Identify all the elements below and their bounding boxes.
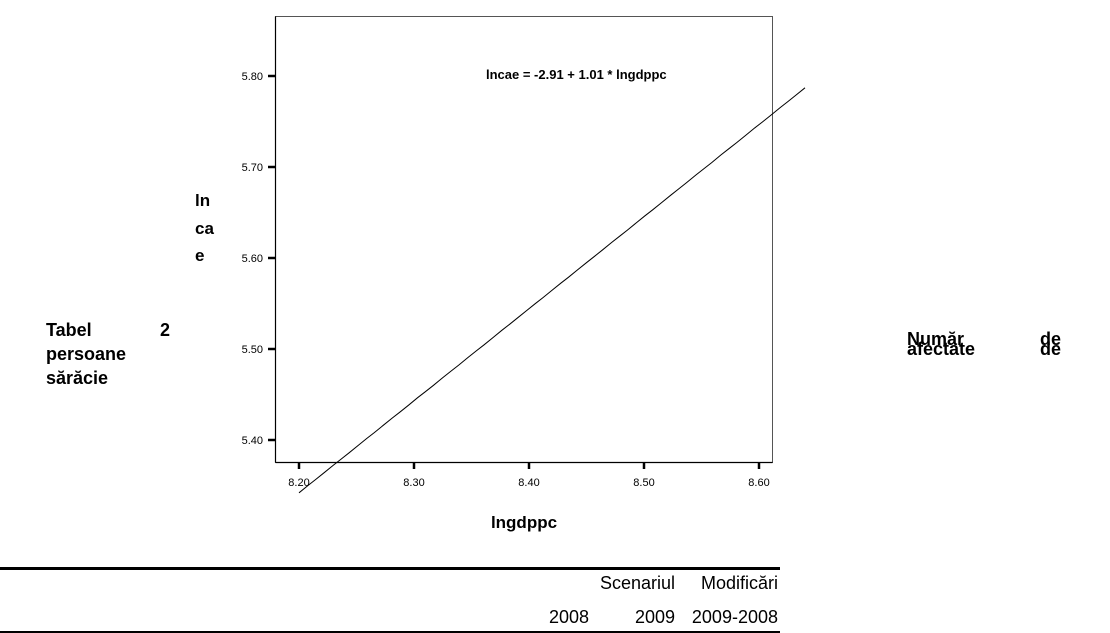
y-tick-label: 5.40	[242, 435, 263, 447]
table-header-scenariul: Scenariul	[599, 573, 675, 593]
x-tick-label: 8.30	[403, 477, 424, 489]
x-tick-label: 8.20	[288, 477, 309, 489]
plot-frame	[275, 16, 773, 463]
table-header-modificari-range: 2009-2008	[691, 607, 778, 627]
right-caption-word-de-1: de	[1040, 329, 1062, 349]
y-axis-label-line-2: ca	[195, 219, 214, 238]
left-caption-line-1: Tabel 2	[46, 318, 176, 342]
left-caption-line-3: sărăcie	[46, 368, 109, 388]
table-top-rule	[0, 567, 780, 570]
regression-line	[298, 87, 806, 494]
y-tick-label: 5.50	[242, 344, 263, 356]
right-caption-word-afectate: afectate	[907, 339, 976, 359]
table-header-rule	[0, 631, 780, 633]
x-tick-label: 8.50	[633, 477, 654, 489]
table-header-scenariul-year: 2009	[634, 607, 675, 627]
x-tick-label: 8.40	[518, 477, 539, 489]
x-axis-label: lngdppc	[491, 513, 557, 532]
right-caption-word-numar: Număr	[907, 329, 965, 349]
regression-annotation: lncae = -2.91 + 1.01 * lngdppc	[486, 67, 667, 82]
table-header-2008: 2008	[549, 607, 590, 627]
left-caption-number: 2	[159, 320, 170, 340]
left-caption-word-tabel: Tabel	[46, 320, 92, 340]
left-caption: Tabel 2 persoane sărăcie	[46, 318, 176, 390]
table-header-modificari: Modificări	[700, 573, 778, 593]
x-tick-label: 8.60	[748, 477, 769, 489]
y-axis-label-line-3: e	[195, 246, 204, 265]
left-caption-line-2: persoane	[46, 344, 127, 364]
right-caption-word-de-2: de	[1040, 339, 1062, 359]
y-tick-label: 5.70	[242, 162, 263, 174]
y-axis-label-line-1: ln	[195, 191, 210, 210]
y-tick-label: 5.60	[242, 253, 263, 265]
y-tick-label: 5.80	[242, 71, 263, 83]
